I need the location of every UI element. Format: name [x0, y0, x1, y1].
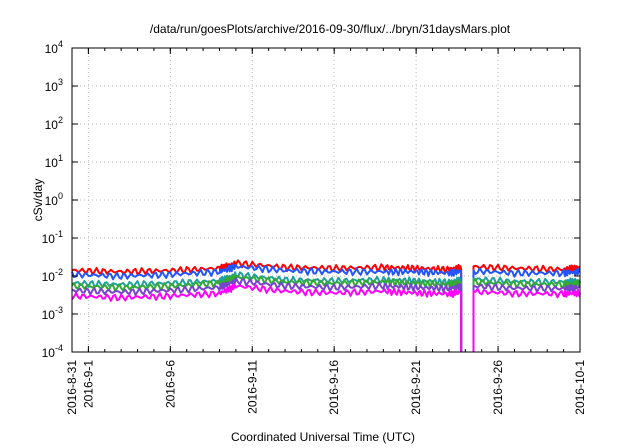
- series-line-after-gap: [472, 287, 581, 352]
- series-line-after-gap: [472, 267, 581, 352]
- x-tick-label: 2016-10-1: [573, 360, 587, 415]
- y-tick-label: 10-1: [42, 229, 63, 246]
- series-line-after-gap: [472, 283, 581, 352]
- x-tick-label: 2016-9-16: [327, 360, 341, 415]
- x-tick-label: 2016-9-26: [491, 360, 505, 415]
- x-tick-label: 2016-9-21: [409, 360, 423, 415]
- series-line-after-gap: [472, 263, 581, 352]
- series-line: [71, 274, 463, 352]
- series-line: [71, 263, 463, 352]
- y-tick-label: 10-4: [42, 343, 63, 360]
- x-axis-label: Coordinated Universal Time (UTC): [231, 430, 415, 444]
- x-tick-label: 2016-8-31: [65, 360, 79, 415]
- y-tick-label: 104: [45, 39, 63, 56]
- chart-title: /data/run/goesPlots/archive/2016-09-30/f…: [150, 22, 511, 36]
- y-tick-label: 100: [45, 191, 63, 208]
- x-tick-label: 2016-9-1: [81, 360, 95, 408]
- x-tick-label: 2016-9-6: [163, 360, 177, 408]
- series-line: [71, 283, 463, 352]
- y-axis-label: cSv/day: [31, 179, 45, 222]
- series-line: [71, 276, 463, 352]
- y-tick-label: 10-2: [42, 267, 63, 284]
- tick-layer: 10-4 10-3 10-2 10-1 100 101 102 103 104 2016-8-31…: [42, 39, 587, 415]
- y-tick-label: 103: [45, 77, 63, 94]
- series-layer: [71, 259, 581, 352]
- y-tick-label: 101: [45, 153, 63, 170]
- y-tick-label: 102: [45, 115, 63, 132]
- y-tick-label: 10-3: [42, 305, 63, 322]
- x-tick-label: 2016-9-11: [245, 360, 259, 414]
- series-line-after-gap: [472, 278, 581, 352]
